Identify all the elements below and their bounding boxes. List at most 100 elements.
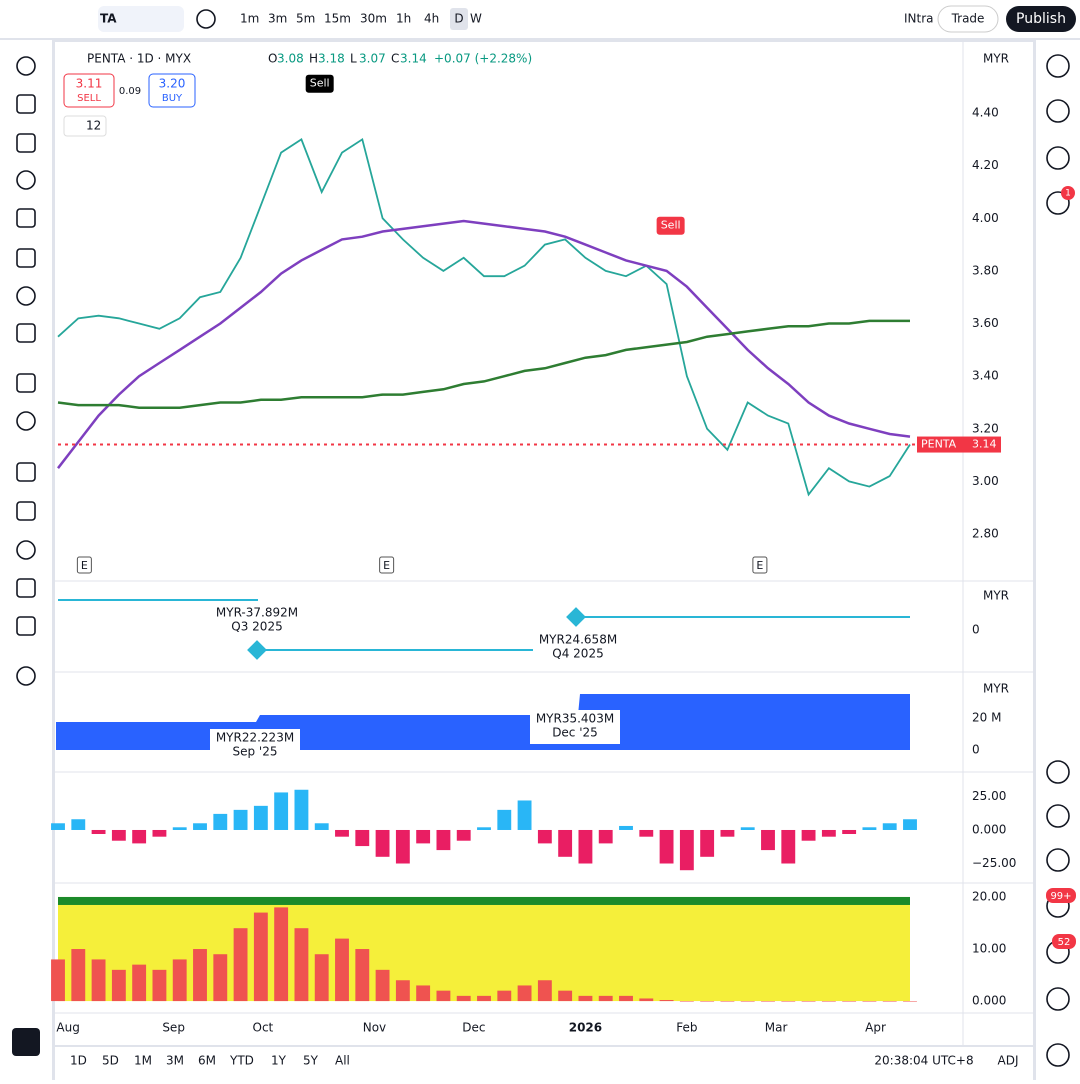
tool-icon[interactable] bbox=[16, 540, 36, 560]
interval-active bbox=[450, 8, 468, 30]
tool-icon[interactable] bbox=[16, 56, 36, 76]
tool-icon[interactable] bbox=[16, 208, 36, 228]
currency: MYR bbox=[983, 589, 1009, 603]
ohlc-label: H bbox=[309, 52, 318, 66]
tool-icon[interactable] bbox=[16, 94, 36, 114]
trade-label[interactable]: Trade bbox=[951, 12, 985, 26]
sidebar-icon[interactable] bbox=[1046, 987, 1070, 1011]
bar bbox=[659, 1000, 674, 1002]
spread: 0.09 bbox=[119, 86, 141, 97]
bar bbox=[903, 1001, 917, 1002]
range-button[interactable]: 1D bbox=[70, 1054, 87, 1068]
sidebar-icon[interactable] bbox=[1046, 1043, 1070, 1067]
bar bbox=[517, 985, 532, 1002]
bar bbox=[294, 928, 309, 1002]
bar bbox=[700, 829, 715, 857]
bar bbox=[335, 829, 349, 837]
sidebar-icon[interactable] bbox=[1046, 191, 1070, 215]
range-button[interactable]: 5D bbox=[102, 1054, 119, 1068]
bar bbox=[193, 823, 207, 830]
sidebar-icon[interactable] bbox=[1046, 146, 1070, 170]
ohlc-value: 3.08 bbox=[277, 52, 304, 66]
interval[interactable]: 1m bbox=[240, 12, 259, 26]
tool-icon[interactable] bbox=[16, 133, 36, 153]
sell-box[interactable] bbox=[63, 73, 115, 108]
price-line bbox=[57, 319, 910, 409]
buy-label[interactable]: BUY bbox=[162, 93, 183, 104]
bar bbox=[91, 829, 106, 835]
revenue-value: MYR22.223M bbox=[216, 731, 294, 745]
sell-label[interactable]: SELL bbox=[77, 93, 101, 104]
sidebar-icon[interactable] bbox=[1046, 760, 1070, 784]
range-button[interactable]: YTD bbox=[229, 1054, 254, 1068]
y-tick-label: 0 bbox=[972, 743, 980, 757]
tool-icon[interactable] bbox=[16, 170, 36, 190]
tool-icon[interactable] bbox=[16, 578, 36, 598]
bar bbox=[294, 789, 309, 830]
tool-icon[interactable] bbox=[16, 248, 36, 268]
length-box[interactable] bbox=[63, 115, 107, 137]
trade-button[interactable] bbox=[937, 5, 999, 33]
range-button[interactable]: 1M bbox=[134, 1054, 152, 1068]
earnings-value: MYR24.658M bbox=[539, 633, 617, 647]
add-button[interactable] bbox=[196, 9, 216, 29]
interval[interactable]: 30m bbox=[360, 12, 387, 26]
interval[interactable]: 5m bbox=[296, 12, 315, 26]
interval[interactable]: 3m bbox=[268, 12, 287, 26]
layout-name[interactable]: INtra bbox=[904, 12, 934, 26]
x-tick-label: Sep bbox=[162, 1021, 185, 1035]
ohlc-value: 3.14 bbox=[400, 52, 427, 66]
earnings-mark[interactable] bbox=[76, 556, 92, 574]
range-button[interactable]: 3M bbox=[166, 1054, 184, 1068]
interval[interactable]: 15m bbox=[324, 12, 351, 26]
sidebar-icon[interactable] bbox=[1046, 99, 1070, 123]
buy-box[interactable] bbox=[148, 73, 196, 108]
publish-button[interactable] bbox=[1006, 6, 1076, 32]
x-tick-label: Apr bbox=[865, 1021, 886, 1035]
bar bbox=[71, 949, 86, 1002]
bar bbox=[91, 959, 106, 1002]
tool-icon[interactable] bbox=[16, 616, 36, 636]
revenue-value: MYR35.403M bbox=[536, 712, 614, 726]
sidebar-icon[interactable] bbox=[1046, 54, 1070, 78]
sidebar-icon[interactable] bbox=[1046, 804, 1070, 828]
symbol[interactable]: TA bbox=[100, 12, 117, 26]
range-button[interactable]: All bbox=[335, 1054, 350, 1068]
bar bbox=[517, 800, 532, 830]
x-tick-label: Feb bbox=[676, 1021, 697, 1035]
price-line bbox=[57, 219, 911, 469]
interval[interactable]: 1h bbox=[396, 12, 411, 26]
interval[interactable]: 4h bbox=[424, 12, 439, 26]
tool-icon[interactable] bbox=[16, 501, 36, 521]
sidebar-icon[interactable] bbox=[1046, 848, 1070, 872]
publish-label[interactable]: Publish bbox=[1016, 11, 1066, 27]
bar bbox=[882, 823, 897, 830]
earnings-mark[interactable] bbox=[379, 556, 395, 574]
range-button[interactable]: 5Y bbox=[303, 1054, 319, 1068]
interval[interactable]: W bbox=[470, 12, 482, 26]
revenue-period: Dec '25 bbox=[552, 726, 598, 740]
buy-price[interactable]: 3.20 bbox=[159, 77, 186, 91]
y-tick-label: 3.80 bbox=[972, 263, 999, 277]
earnings-marker[interactable] bbox=[566, 607, 586, 627]
symbol-box[interactable] bbox=[98, 6, 184, 32]
revenue-label-box bbox=[530, 710, 620, 744]
bar bbox=[781, 1001, 796, 1002]
tool-icon[interactable] bbox=[16, 462, 36, 482]
earnings-mark[interactable] bbox=[752, 556, 768, 574]
sell-price[interactable]: 3.11 bbox=[76, 77, 103, 91]
range-button[interactable]: 6M bbox=[198, 1054, 216, 1068]
bar bbox=[578, 829, 593, 864]
range-button[interactable]: 1Y bbox=[271, 1054, 287, 1068]
tool-icon[interactable] bbox=[16, 373, 36, 393]
favorites-icon[interactable] bbox=[12, 1028, 40, 1056]
tool-icon[interactable] bbox=[16, 323, 36, 343]
tool-icon[interactable] bbox=[16, 286, 36, 306]
bar bbox=[132, 829, 147, 844]
adj[interactable]: ADJ bbox=[998, 1054, 1019, 1068]
bar bbox=[355, 829, 370, 847]
tool-icon[interactable] bbox=[16, 411, 36, 431]
tool-icon[interactable] bbox=[16, 666, 36, 686]
interval[interactable]: D bbox=[454, 12, 463, 26]
